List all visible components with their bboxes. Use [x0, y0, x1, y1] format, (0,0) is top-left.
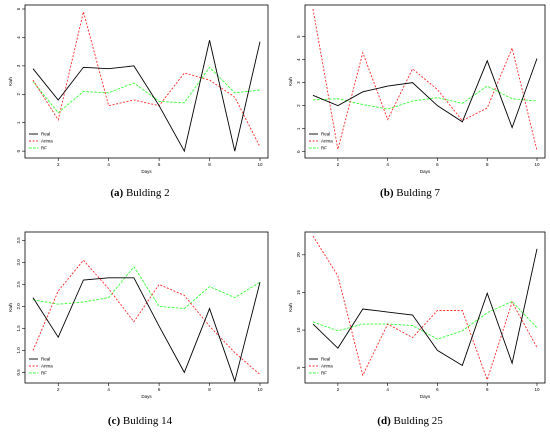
caption-b-letter: (b) — [380, 187, 394, 199]
x-tick-label: 8 — [208, 162, 211, 167]
series-line-arima — [312, 235, 538, 382]
legend-label-real: Real — [321, 357, 330, 362]
y-tick-label: 3.5 — [16, 237, 21, 244]
legend-label-real: Real — [321, 132, 330, 137]
chart-panel-1: 2 4 6 8 10 Days 0 1 2 3 4 5 Kwh Real Arima RF — [8, 4, 269, 174]
y-axis-label: Kwh — [288, 77, 293, 86]
caption-c-text: Bulding 14 — [120, 415, 173, 427]
caption-a-text: Bulding 2 — [123, 187, 170, 199]
x-tick-label: 6 — [436, 162, 439, 167]
x-axis-label: Days — [141, 394, 152, 399]
y-tick-label: 2 — [296, 104, 301, 107]
series-line-arima — [32, 11, 261, 148]
legend-label-real: Real — [41, 357, 50, 362]
y-axis-label: Kwh — [288, 303, 293, 312]
y-tick-label: 0 — [296, 150, 301, 153]
chart-panel-2: 2 4 6 8 10 Days 0 1 2 3 4 5 Kwh Real Arima RF — [288, 4, 546, 174]
x-tick-label: 2 — [57, 387, 60, 392]
x-tick-label: 10 — [534, 387, 540, 392]
y-tick-label: 2.0 — [16, 303, 21, 310]
x-tick-label: 6 — [436, 387, 439, 392]
x-tick-label: 10 — [257, 387, 263, 392]
x-tick-label: 8 — [208, 387, 211, 392]
y-tick-label: 4 — [296, 58, 301, 61]
series-line-arima — [312, 8, 538, 151]
legend-label-rf: RF — [41, 371, 47, 376]
legend-label-rf: RF — [41, 146, 47, 151]
x-tick-label: 4 — [107, 162, 110, 167]
caption-d-text: Bulding 25 — [390, 415, 443, 427]
y-tick-label: 2.5 — [16, 281, 21, 288]
x-tick-label: 4 — [386, 162, 389, 167]
plot-frame — [304, 231, 546, 384]
x-tick-label: 6 — [158, 162, 161, 167]
series-line-real — [312, 248, 538, 367]
y-tick-label: 20 — [296, 252, 301, 258]
legend-label-rf: RF — [321, 371, 327, 376]
legend-label-arima: Arima — [41, 139, 53, 144]
chart-panel-4: 2 4 6 8 10 Days 5 10 15 20 Kwh Real Arima RF — [288, 231, 546, 399]
y-tick-label: 0 — [16, 149, 21, 152]
plot-frame — [24, 231, 269, 384]
y-axis-label: Kwh — [8, 77, 13, 86]
y-tick-label: 4 — [16, 36, 21, 39]
series-line-real — [312, 58, 538, 129]
series-line-rf — [32, 66, 261, 114]
x-tick-label: 10 — [534, 162, 540, 167]
legend-label-rf: RF — [321, 146, 327, 151]
y-tick-label: 1 — [296, 127, 301, 130]
legend-label-arima: Arima — [41, 364, 53, 369]
legend-label-real: Real — [41, 132, 50, 137]
x-axis-label: Days — [420, 394, 431, 399]
y-tick-label: 3.0 — [16, 259, 21, 266]
caption-a-letter: (a) — [110, 187, 124, 199]
y-tick-label: 3 — [296, 81, 301, 84]
x-tick-label: 2 — [57, 162, 60, 167]
series-line-rf — [32, 266, 261, 310]
y-tick-label: 15 — [296, 289, 301, 295]
series-line-real — [32, 277, 261, 383]
x-axis-label: Days — [420, 169, 431, 174]
caption-d: (d) Bulding 25 — [275, 415, 545, 427]
y-tick-label: 1.5 — [16, 325, 21, 332]
x-tick-label: 10 — [257, 162, 263, 167]
y-tick-label: 5 — [296, 35, 301, 38]
x-tick-label: 2 — [337, 387, 340, 392]
caption-c: (c) Bulding 14 — [5, 415, 275, 427]
caption-b: (b) Bulding 7 — [275, 187, 545, 199]
y-tick-label: 3 — [16, 64, 21, 67]
chart-panel-3: 2 4 6 8 10 Days 0.5 1.0 1.5 2.0 2.5 3.0 3.5 Kwh Real Ar… — [8, 231, 269, 399]
y-tick-label: 10 — [296, 327, 301, 333]
y-tick-label: 1.0 — [16, 347, 21, 354]
y-tick-label: 5 — [296, 366, 301, 369]
plot-frame — [24, 4, 269, 159]
x-tick-label: 2 — [337, 162, 340, 167]
legend-label-arima: Arima — [321, 139, 333, 144]
caption-d-letter: (d) — [377, 415, 391, 427]
series-line-arima — [32, 259, 261, 375]
legend-label-arima: Arima — [321, 364, 333, 369]
caption-a: (a) Bulding 2 — [5, 187, 275, 199]
series-line-real — [32, 40, 261, 153]
y-tick-label: 5 — [16, 7, 21, 10]
caption-c-letter: (c) — [107, 415, 121, 427]
x-tick-label: 4 — [386, 387, 389, 392]
y-axis-label: Kwh — [8, 303, 13, 312]
y-tick-label: 0.5 — [16, 369, 21, 376]
y-tick-label: 2 — [16, 93, 21, 96]
y-tick-label: 1 — [16, 121, 21, 124]
x-tick-label: 4 — [107, 387, 110, 392]
series-line-rf — [312, 85, 538, 110]
x-tick-label: 8 — [486, 387, 489, 392]
plot-frame — [304, 4, 546, 159]
x-tick-label: 6 — [158, 387, 161, 392]
x-tick-label: 8 — [486, 162, 489, 167]
x-axis-label: Days — [141, 169, 152, 174]
caption-b-text: Bulding 7 — [393, 187, 440, 199]
